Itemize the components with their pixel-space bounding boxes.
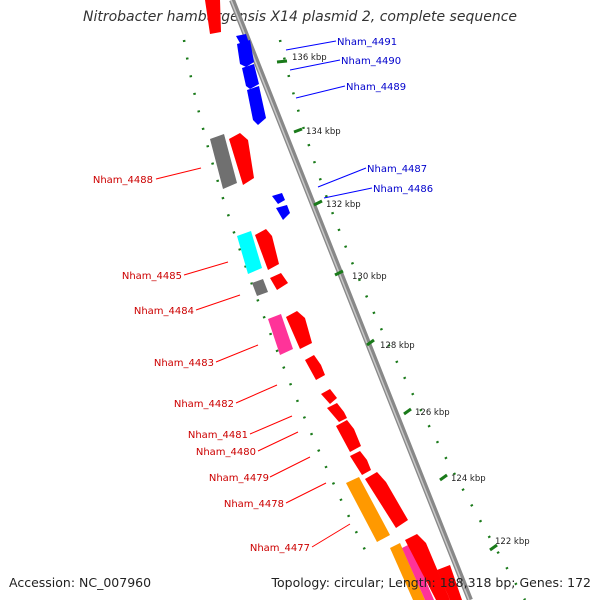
forward-leader-lines [155, 167, 351, 548]
tick-label: 130 kbp [352, 272, 387, 282]
gene-arrow [365, 472, 408, 528]
gene-arrow [270, 273, 288, 290]
gene-arrow [286, 311, 312, 349]
gene-arrow [272, 193, 285, 204]
gene-label: Nham_4477 [250, 543, 310, 554]
tick-label: 136 kbp [292, 53, 327, 63]
tick-label: 122 kbp [495, 537, 530, 547]
gene-label: Nham_4478 [224, 499, 284, 510]
gene-feature [268, 314, 293, 355]
gene-feature [346, 477, 390, 542]
backbone-ring-highlight [230, 0, 470, 600]
gene-feature [437, 565, 462, 600]
gene-label: Nham_4488 [93, 175, 153, 186]
tick-labels: 136 kbp 134 kbp 132 kbp 130 kbp 128 kbp … [292, 53, 530, 547]
gene-label: Nham_4483 [154, 358, 214, 369]
gene-arrow [305, 355, 325, 380]
gene-feature [205, 0, 221, 34]
tick-label: 128 kbp [380, 341, 415, 351]
gene-arrow [405, 534, 450, 600]
tick-label: 126 kbp [415, 408, 450, 418]
gene-feature [390, 543, 425, 600]
gene-arrow [247, 86, 266, 125]
gene-label: Nham_4482 [174, 399, 234, 410]
gene-feature [210, 134, 237, 189]
forward-gene-labels: Nham_4488 Nham_4485 Nham_4484 Nham_4483 … [93, 175, 310, 554]
gene-label: Nham_4480 [196, 447, 256, 458]
tick-label: 134 kbp [306, 127, 341, 137]
gene-arrow [237, 40, 254, 67]
reverse-strand-features [236, 34, 290, 220]
reverse-gene-labels: Nham_4491 Nham_4490 Nham_4489 Nham_4487 … [337, 37, 433, 195]
backbone-ring [229, 0, 473, 600]
tick-label: 132 kbp [326, 200, 361, 210]
accession-text: Accession: NC_007960 [9, 575, 152, 590]
gene-arrow [350, 451, 371, 475]
gene-arrow [229, 133, 254, 185]
gene-arrow [321, 389, 337, 404]
gene-arrow [276, 205, 290, 220]
gene-feature [402, 544, 434, 600]
tick-label: 124 kbp [451, 474, 486, 484]
gene-label: Nham_4481 [188, 430, 248, 441]
reverse-leader-lines [285, 40, 373, 199]
gene-arrow [327, 403, 347, 422]
major-ticks [276, 59, 498, 552]
gene-label: Nham_4489 [346, 82, 406, 93]
map-title: Nitrobacter hamburgensis X14 plasmid 2, … [82, 9, 518, 25]
gene-arrow [242, 64, 259, 89]
outer-tick-ring [278, 39, 527, 600]
gene-label: Nham_4486 [373, 184, 433, 195]
gene-label: Nham_4484 [134, 306, 194, 317]
topology-summary: Topology: circular; Length: 188,318 bp; … [271, 575, 592, 590]
gene-arrow [255, 229, 279, 270]
gene-feature [237, 231, 262, 274]
gene-label: Nham_4487 [367, 164, 427, 175]
gene-feature [252, 279, 268, 296]
gene-label: Nham_4490 [341, 56, 401, 67]
gene-label: Nham_4491 [337, 37, 397, 48]
forward-strand-features [205, 0, 462, 600]
gene-label: Nham_4485 [122, 271, 182, 282]
gene-arrow [336, 420, 361, 452]
gene-label: Nham_4479 [209, 473, 269, 484]
